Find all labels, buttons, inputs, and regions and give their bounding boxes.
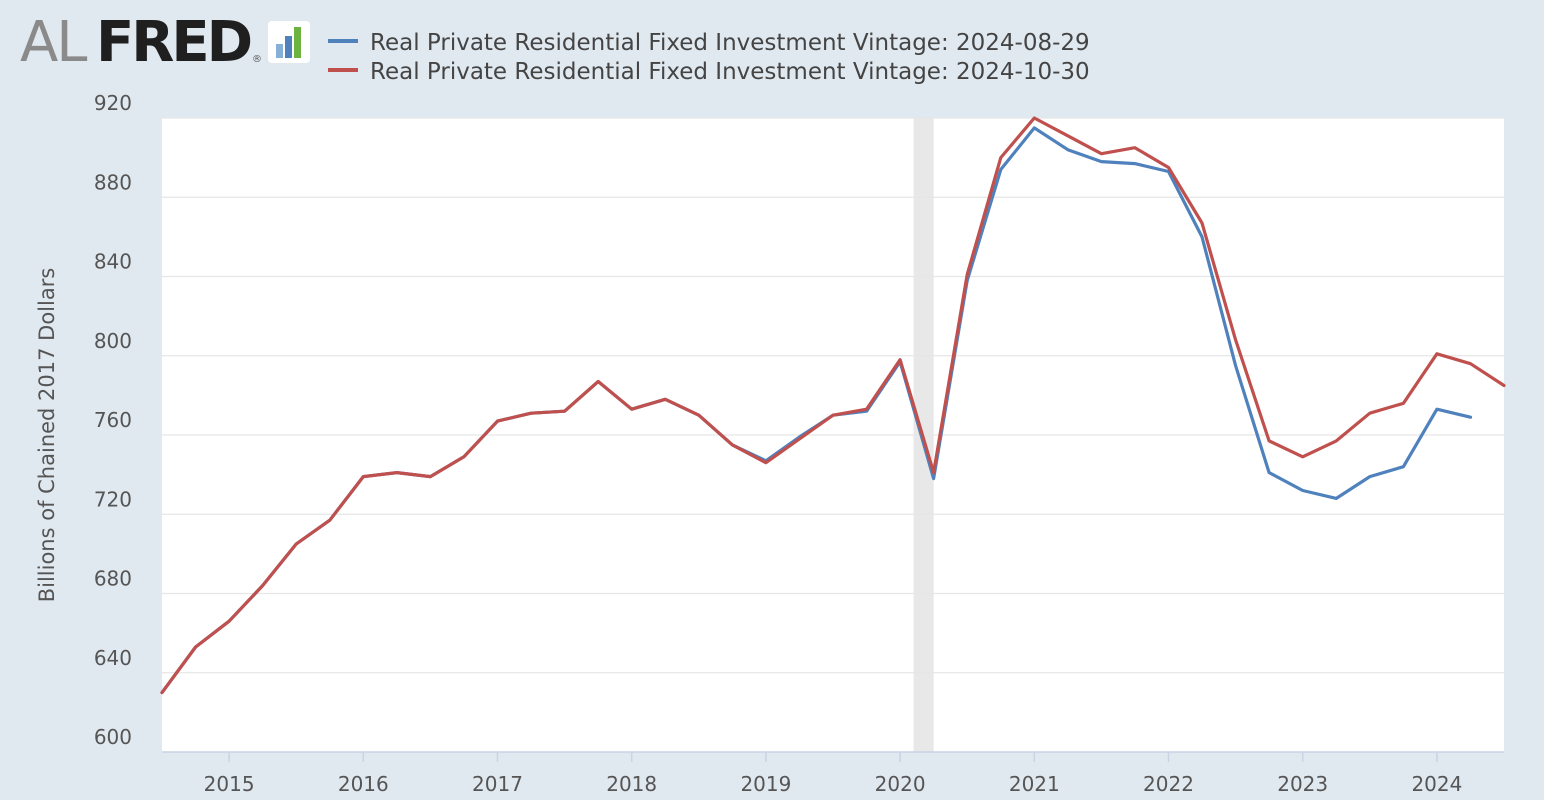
x-tick-label-2018: 2018 [606,772,657,796]
x-tick-label-2023: 2023 [1277,772,1328,796]
y-tick-label-760: 760 [94,408,132,432]
series-line-1[interactable] [160,116,1506,695]
fred-bars-icon [268,21,310,63]
y-tick-label-840: 840 [94,250,132,274]
y-tick-label-800: 800 [94,329,132,353]
x-axis-labels: 2015 2016 2017 2018 2019 2020 2021 2022 2023 2024 [204,772,1463,796]
x-tick-label-2022: 2022 [1143,772,1194,796]
y-tick-label-920: 920 [94,91,132,115]
y-tick-label-880: 880 [94,170,132,194]
alfred-logo[interactable]: AL FRED ® [20,10,310,75]
legend: Real Private Residential Fixed Investmen… [328,30,1090,85]
x-axis-ticks [228,752,1438,762]
y-tick-label-600: 600 [94,725,132,749]
legend-label-1: Real Private Residential Fixed Investmen… [370,59,1090,85]
logo-fred-text: FRED [96,10,251,75]
x-tick-label-2021: 2021 [1009,772,1060,796]
x-tick-label-2024: 2024 [1411,772,1462,796]
y-axis-labels: 600 640 680 720 760 800 840 880 920 [94,91,132,749]
gridlines [162,117,1504,674]
y-tick-label-720: 720 [94,487,132,511]
x-tick-label-2016: 2016 [338,772,389,796]
logo-al-text: AL [20,10,87,75]
x-tick-label-2017: 2017 [472,772,523,796]
x-tick-label-2019: 2019 [740,772,791,796]
y-tick-label-680: 680 [94,567,132,591]
y-tick-label-640: 640 [94,646,132,670]
legend-label-0: Real Private Residential Fixed Investmen… [370,30,1090,56]
x-tick-label-2015: 2015 [204,772,255,796]
logo-registered-mark: ® [252,54,262,65]
x-tick-label-2020: 2020 [875,772,926,796]
series-layer [160,116,1506,695]
y-axis-title: Billions of Chained 2017 Dollars [35,268,59,603]
